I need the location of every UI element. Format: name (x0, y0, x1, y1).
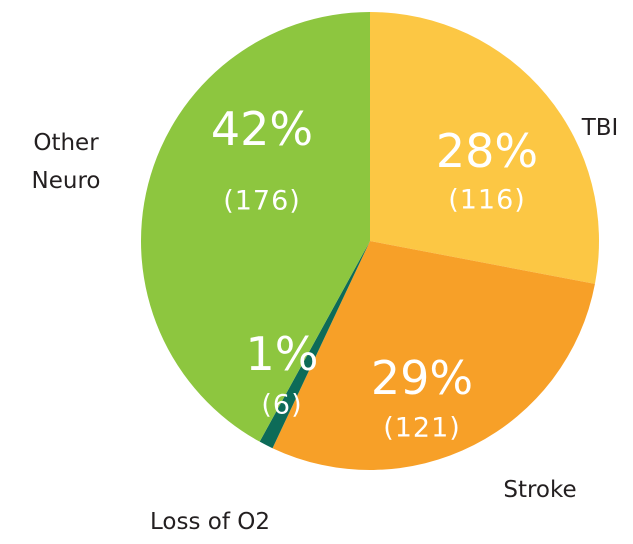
count-label: (121) (383, 412, 461, 444)
count-label: (116) (448, 184, 526, 216)
pie-slice (140, 12, 370, 442)
category-label: Stroke (503, 477, 577, 503)
category-label: TBI (581, 115, 619, 141)
count-label: (6) (261, 389, 303, 421)
pie-slice (259, 241, 370, 449)
pie-slice (272, 241, 595, 470)
count-label: (176) (223, 185, 301, 217)
percent-label: 42% (210, 102, 314, 156)
percent-label: 1% (245, 327, 319, 381)
category-label: Other Neuro (31, 130, 101, 194)
pie-slice (370, 12, 599, 284)
percent-label: 28% (435, 124, 539, 178)
category-label: Loss of O2 (150, 509, 270, 535)
percent-label: 29% (370, 351, 474, 405)
